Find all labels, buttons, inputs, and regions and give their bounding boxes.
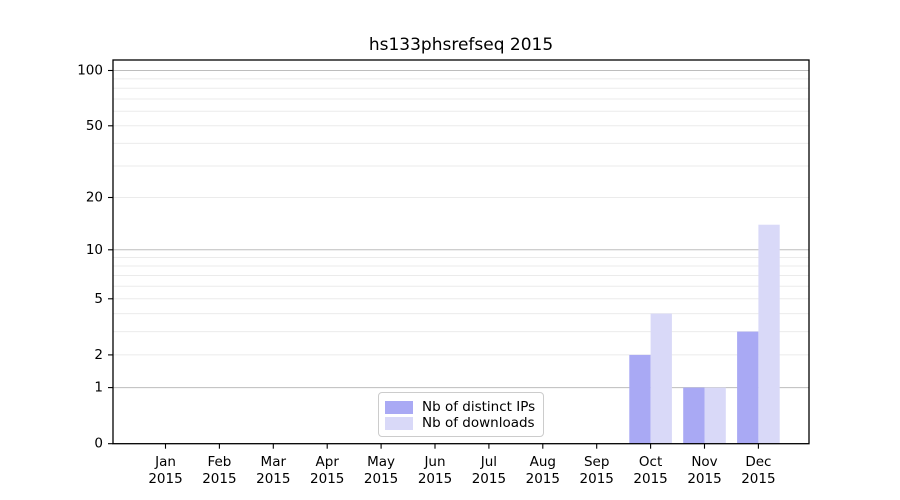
x-tick-label-month: Feb	[207, 454, 231, 470]
x-tick-label-month: Nov	[691, 454, 717, 470]
x-tick-label-year: 2015	[472, 471, 506, 487]
bar-dec-series-0	[737, 331, 759, 444]
y-tick-label: 0	[94, 436, 103, 452]
legend-label-distinct-ips: Nb of distinct IPs	[422, 399, 536, 415]
bar-oct-series-0	[629, 354, 651, 444]
x-tick-label-year: 2015	[364, 471, 398, 487]
x-tick-label-month: Sep	[584, 454, 609, 470]
x-tick-label-month: Jul	[480, 454, 497, 470]
legend: Nb of distinct IPs Nb of downloads	[378, 392, 544, 437]
y-tick-label: 10	[86, 242, 103, 258]
plot-frame	[112, 59, 810, 445]
bar-nov-series-0	[683, 387, 705, 444]
x-tick-label-year: 2015	[418, 471, 452, 487]
x-tick-label-month: Mar	[261, 454, 287, 470]
x-tick-label-month: Jan	[154, 454, 176, 470]
x-tick-label-month: Jun	[423, 454, 445, 470]
legend-label-downloads: Nb of downloads	[422, 415, 535, 431]
x-tick-label-year: 2015	[148, 471, 182, 487]
x-tick-label-year: 2015	[256, 471, 290, 487]
x-tick-label-month: Aug	[530, 454, 556, 470]
x-tick-label-year: 2015	[526, 471, 560, 487]
bar-oct-series-1	[650, 313, 672, 444]
chart-title: hs133phsrefseq 2015	[368, 35, 554, 55]
x-tick-label-month: May	[367, 454, 395, 470]
x-tick-label-year: 2015	[741, 471, 775, 487]
x-tick-label-year: 2015	[687, 471, 721, 487]
y-tick-label: 1	[94, 380, 103, 396]
legend-item-downloads: Nb of downloads	[385, 416, 535, 430]
bar-nov-series-1	[704, 387, 726, 444]
x-tick-label-month: Dec	[745, 454, 771, 470]
y-tick-label: 50	[86, 118, 103, 134]
y-tick-label: 2	[94, 347, 103, 363]
y-tick-label: 20	[86, 190, 103, 206]
y-tick-label: 5	[94, 291, 103, 307]
x-tick-label-year: 2015	[310, 471, 344, 487]
y-tick-label: 100	[77, 63, 103, 79]
legend-swatch-downloads-icon	[385, 416, 413, 430]
legend-swatch-distinct-ips-icon	[385, 400, 413, 414]
legend-item-distinct-ips: Nb of distinct IPs	[385, 400, 535, 414]
x-tick-label-year: 2015	[202, 471, 236, 487]
x-tick-label-year: 2015	[633, 471, 667, 487]
x-tick-label-month: Apr	[316, 454, 340, 470]
bar-dec-series-1	[758, 224, 780, 444]
x-tick-label-month: Oct	[639, 454, 662, 470]
x-tick-label-year: 2015	[580, 471, 614, 487]
